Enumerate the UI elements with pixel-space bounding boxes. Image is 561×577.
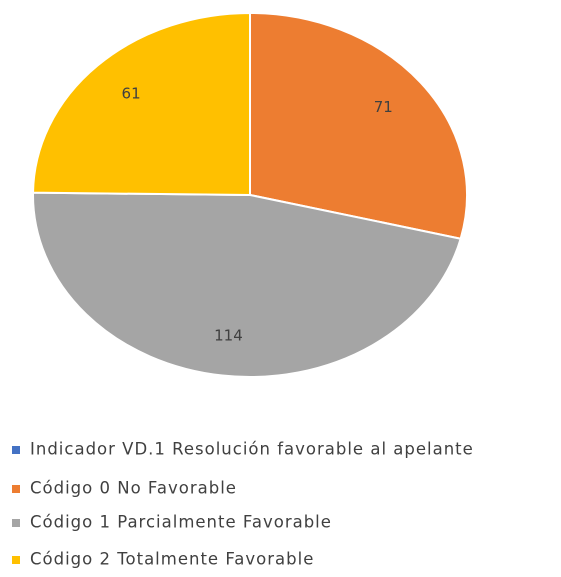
legend-label: Código 0 No Favorable: [30, 479, 237, 498]
legend-marker: [12, 556, 20, 564]
pie-slice: [249, 11, 468, 240]
legend-label: Código 2 Totalmente Favorable: [30, 550, 314, 569]
legend-marker: [12, 446, 20, 454]
legend-marker: [12, 485, 20, 493]
data-label: 114: [214, 326, 243, 344]
legend-marker: [12, 519, 20, 527]
legend-label: Código 1 Parcialmente Favorable: [30, 513, 332, 532]
data-label: 71: [374, 98, 393, 116]
data-label: 61: [122, 84, 141, 102]
pie-slice: [32, 191, 462, 378]
legend-label: Indicador VD.1 Resolución favorable al a…: [30, 440, 474, 459]
pie-slice: [32, 11, 251, 197]
